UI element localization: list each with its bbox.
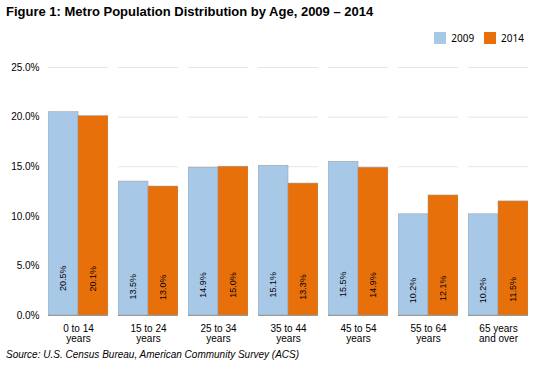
svg-text:15.5%: 15.5% [338, 272, 348, 298]
svg-text:20.5%: 20.5% [58, 266, 68, 292]
svg-text:13.0%: 13.0% [158, 274, 168, 300]
svg-text:25.0%: 25.0% [11, 62, 39, 73]
svg-text:0.0%: 0.0% [17, 310, 40, 321]
svg-text:20.0%: 20.0% [11, 111, 39, 122]
svg-text:10.2%: 10.2% [478, 278, 488, 304]
svg-text:13.5%: 13.5% [128, 274, 138, 300]
html-text:2009: 2009 [451, 30, 475, 45]
svg-text:65 yearsand over: 65 yearsand over [479, 323, 519, 344]
html-text:Source: U.S. Census Bureau, Am: Source: U.S. Census Bureau, American Com… [6, 349, 300, 360]
svg-text:5.0%: 5.0% [17, 260, 40, 271]
svg-text:10.0%: 10.0% [11, 211, 39, 222]
svg-text:14.9%: 14.9% [368, 272, 378, 298]
svg-text:45 to 54years: 45 to 54years [340, 323, 377, 344]
svg-text:13.3%: 13.3% [298, 274, 308, 300]
svg-text:11.5%: 11.5% [508, 277, 518, 302]
svg-text:20.1%: 20.1% [88, 266, 98, 292]
svg-text:15.0%: 15.0% [228, 272, 238, 298]
html-text:2014: 2014 [501, 30, 524, 45]
svg-text:25 to 34years: 25 to 34years [200, 323, 237, 344]
svg-text:55 to 64years: 55 to 64years [410, 323, 447, 344]
svg-text:10.2%: 10.2% [408, 278, 418, 304]
svg-text:15 to 24years: 15 to 24years [130, 323, 167, 344]
svg-text:15.0%: 15.0% [11, 161, 39, 172]
html-text:Figure 1: Metro Population Dis: Figure 1: Metro Population Distribution … [6, 4, 374, 19]
svg-text:35 to 44years: 35 to 44years [270, 323, 307, 344]
svg-text:14.9%: 14.9% [198, 272, 208, 298]
svg-text:15.1%: 15.1% [268, 272, 278, 298]
svg-text:12.1%: 12.1% [438, 276, 448, 302]
svg-text:0 to 14years: 0 to 14years [63, 323, 94, 344]
